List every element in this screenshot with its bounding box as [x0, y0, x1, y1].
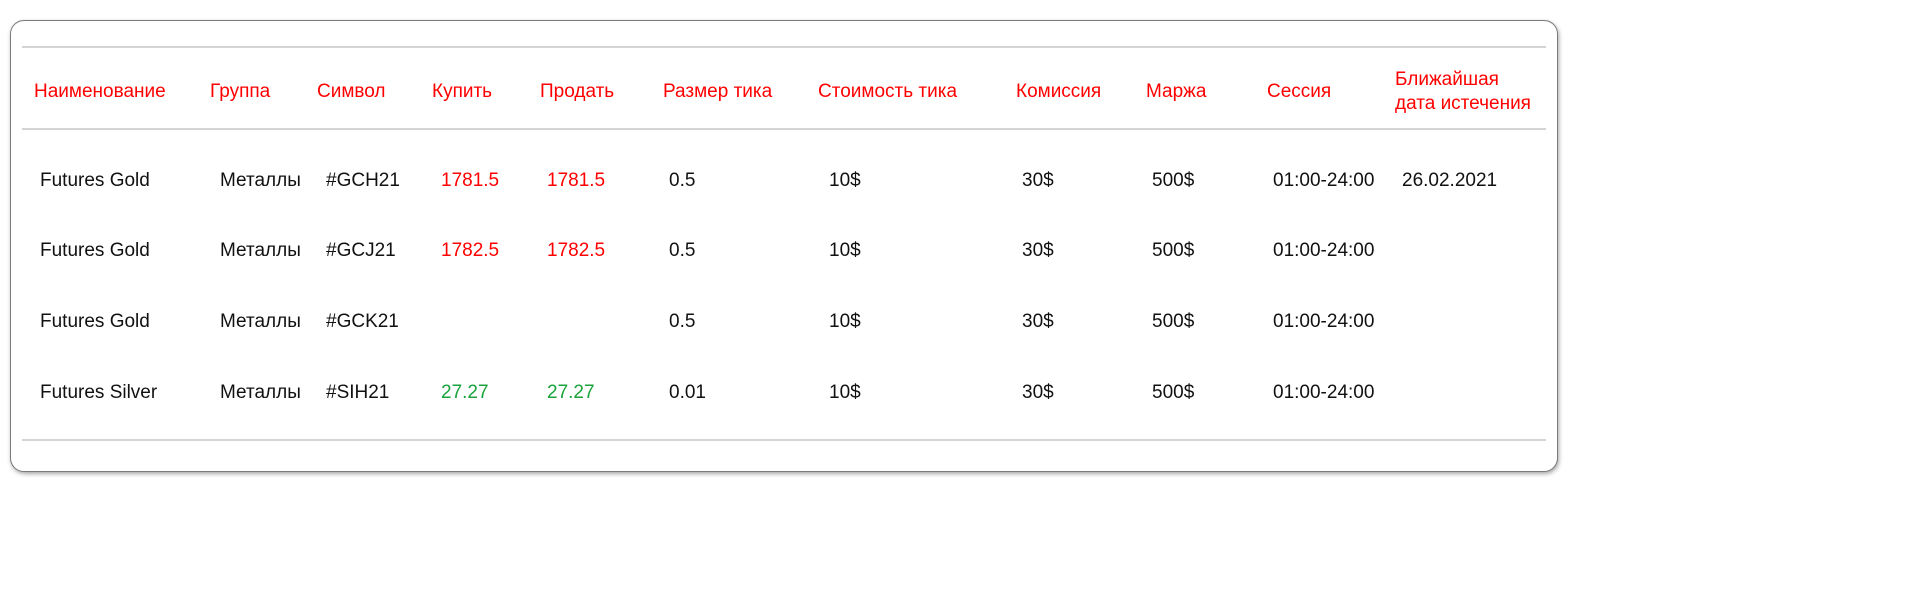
cell-symbol: #GCJ21: [326, 240, 396, 261]
header-commission: Комиссия: [1016, 81, 1102, 102]
cell-commission: 30$: [1022, 240, 1054, 261]
cell-tick-size: 0.5: [669, 170, 696, 191]
cell-tick-value: 10$: [829, 170, 861, 191]
divider-top: [22, 46, 1546, 48]
header-session: Сессия: [1267, 81, 1332, 102]
cell-group: Металлы: [220, 382, 301, 403]
header-tick-value: Стоимость тика: [818, 81, 958, 102]
cell-sell: 1782.5: [547, 240, 606, 261]
cell-tick-size: 0.01: [669, 382, 706, 403]
cell-symbol: #GCH21: [326, 170, 400, 191]
header-expiry-line2: дата истечения: [1395, 93, 1531, 114]
cell-margin: 500$: [1152, 382, 1195, 403]
cell-expiry: 26.02.2021: [1402, 170, 1498, 191]
cell-sell: 27.27: [547, 382, 595, 403]
cell-group: Металлы: [220, 240, 301, 261]
cell-commission: 30$: [1022, 382, 1054, 403]
header-buy: Купить: [432, 81, 493, 102]
cell-buy: 27.27: [441, 382, 489, 403]
cell-group: Металлы: [220, 311, 301, 332]
cell-commission: 30$: [1022, 170, 1054, 191]
cell-session: 01:00-24:00: [1273, 170, 1375, 191]
divider-bottom: [22, 439, 1546, 441]
cell-margin: 500$: [1152, 311, 1195, 332]
cell-symbol: #SIH21: [326, 382, 390, 403]
cell-name: Futures Gold: [40, 311, 150, 332]
cell-tick-size: 0.5: [669, 240, 696, 261]
cell-name: Futures Silver: [40, 382, 158, 403]
cell-sell: 1781.5: [547, 170, 606, 191]
cell-symbol: #GCK21: [326, 311, 399, 332]
cell-margin: 500$: [1152, 240, 1195, 261]
cell-tick-value: 10$: [829, 311, 861, 332]
cell-commission: 30$: [1022, 311, 1054, 332]
header-margin: Маржа: [1146, 81, 1207, 102]
cell-tick-size: 0.5: [669, 311, 696, 332]
cell-name: Futures Gold: [40, 170, 150, 191]
cell-name: Futures Gold: [40, 240, 150, 261]
cell-session: 01:00-24:00: [1273, 311, 1375, 332]
header-expiry-line1: Ближайшая: [1395, 69, 1499, 90]
cell-session: 01:00-24:00: [1273, 382, 1375, 403]
header-group: Группа: [210, 81, 271, 102]
header-sell: Продать: [540, 81, 615, 102]
cell-buy: 1782.5: [441, 240, 500, 261]
header-tick-size: Размер тика: [663, 81, 773, 102]
cell-tick-value: 10$: [829, 382, 861, 403]
cell-tick-value: 10$: [829, 240, 861, 261]
header-symbol: Символ: [317, 81, 386, 102]
cell-session: 01:00-24:00: [1273, 240, 1375, 261]
instruments-card: [10, 20, 1558, 472]
cell-margin: 500$: [1152, 170, 1195, 191]
cell-buy: 1781.5: [441, 170, 500, 191]
cell-group: Металлы: [220, 170, 301, 191]
header-name: Наименование: [34, 81, 166, 102]
divider-header: [22, 128, 1546, 130]
